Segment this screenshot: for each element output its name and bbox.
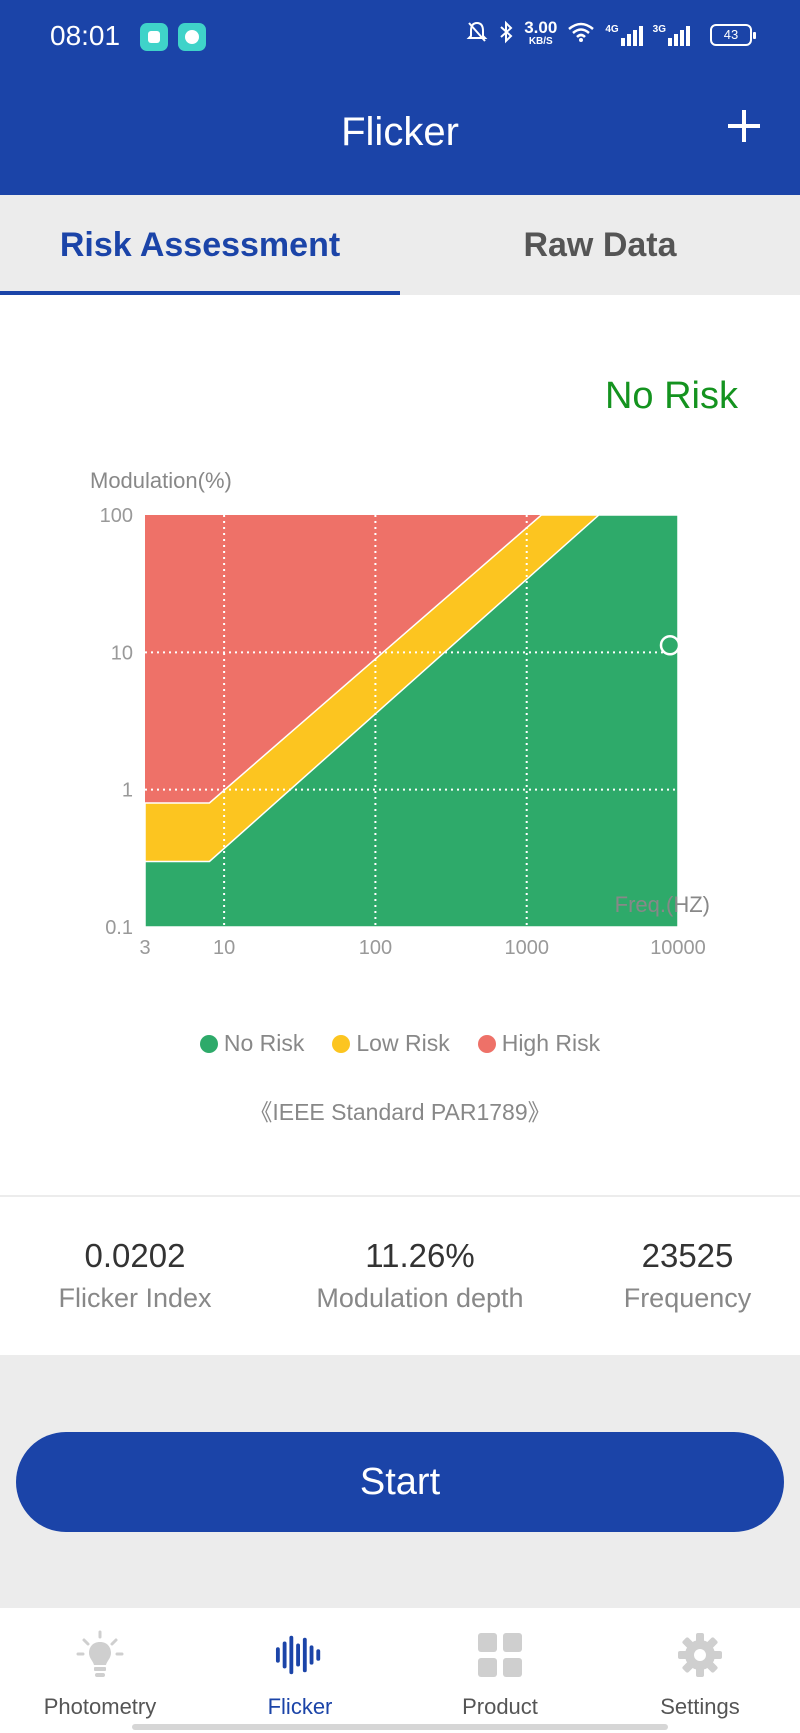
mute-bell-icon — [466, 20, 488, 50]
wifi-icon — [567, 21, 595, 49]
x-tick-label: 100 — [359, 937, 392, 959]
chart-legend: No Risk Low Risk High Risk — [0, 1030, 800, 1057]
legend-item: No Risk — [199, 1030, 305, 1057]
nav-label: Settings — [660, 1694, 740, 1719]
status-icons: 3.00 KB/S 4G 3G — [466, 18, 690, 50]
stat-label: Flicker Index — [58, 1283, 212, 1313]
signal-4g-icon: 4G — [605, 24, 643, 46]
stat-value: 23525 — [641, 1237, 734, 1274]
stats-panel: 0.0202 Flicker Index 11.26% Modulation d… — [0, 1197, 800, 1355]
network-speed: 3.00 KB/S — [524, 18, 558, 47]
active-tab-indicator — [0, 291, 400, 295]
bluetooth-icon — [498, 20, 514, 50]
x-tick-label: 10000 — [650, 937, 706, 959]
measured-point — [659, 635, 681, 656]
legend-label: No Risk — [223, 1030, 305, 1056]
gear-icon — [675, 1630, 725, 1680]
tab-raw-data[interactable]: Raw Data — [523, 225, 677, 264]
signal-3g-icon: 3G — [653, 24, 690, 46]
nav-item-flicker[interactable]: Flicker — [200, 1608, 400, 1733]
risk-status: No Risk — [604, 375, 738, 417]
y-axis-label: Modulation(%) — [90, 468, 232, 493]
legend-dot — [477, 1034, 496, 1053]
x-tick-label: 1000 — [504, 937, 549, 959]
standard-reference: 《IEEE Standard PAR1789》 — [249, 1099, 551, 1125]
risk-chart: 3 10 100 1000 10000 100 10 1 0.1 Modulation(%) Fr… — [90, 468, 710, 959]
nav-label: Photometry — [43, 1694, 157, 1719]
nav-label: Flicker — [267, 1694, 333, 1719]
nav-item-settings[interactable]: Settings — [600, 1608, 800, 1733]
x-tick-label: 3 — [139, 937, 150, 959]
stat-value: 0.0202 — [84, 1237, 186, 1274]
x-tick-label: 10 — [213, 937, 235, 959]
no-risk-region — [144, 514, 679, 928]
legend-label: High Risk — [501, 1030, 601, 1056]
y-tick-label: 100 — [100, 505, 133, 527]
legend-label: Low Risk — [356, 1030, 450, 1056]
tab-risk-assessment[interactable]: Risk Assessment — [59, 225, 341, 264]
page-title: Flicker — [341, 110, 459, 154]
risk-card: No Risk 3 10 100 1000 10000 100 10 1 0.1 Modulati… — [0, 295, 800, 1195]
tab-bar: Risk Assessment Raw Data — [0, 195, 800, 295]
legend-item: High Risk — [477, 1030, 601, 1057]
nav-label: Product — [462, 1694, 538, 1719]
home-indicator — [132, 1724, 668, 1730]
stat-modulation-depth: 11.26% Modulation depth — [280, 1197, 560, 1314]
stat-flicker-index: 0.0202 Flicker Index — [30, 1197, 240, 1314]
battery-icon: 43 — [710, 24, 756, 46]
waveform-icon — [275, 1630, 325, 1680]
start-button[interactable]: Start — [16, 1432, 784, 1532]
bulb-icon — [75, 1630, 125, 1680]
clock: 08:01 — [50, 20, 121, 51]
legend-dot — [332, 1034, 351, 1053]
legend-item: Low Risk — [332, 1030, 450, 1057]
grid-icon — [475, 1630, 525, 1680]
x-axis-label: Freq.(HZ) — [615, 892, 710, 917]
y-tick-label: 10 — [111, 642, 133, 664]
app-header: 08:01 3.00 KB/S 4G 3G — [0, 0, 800, 195]
y-tick-label: 1 — [122, 780, 133, 802]
y-tick-label: 0.1 — [105, 917, 133, 939]
chat-notification-icon — [178, 23, 206, 51]
nav-item-product[interactable]: Product — [400, 1608, 600, 1733]
status-bar: 08:01 3.00 KB/S 4G 3G — [0, 0, 800, 72]
stat-frequency: 23525 Frequency — [590, 1197, 785, 1314]
app-notification-icon — [140, 23, 168, 51]
stat-label: Modulation depth — [316, 1283, 524, 1313]
add-icon[interactable] — [726, 108, 762, 144]
stat-value: 11.26% — [365, 1237, 475, 1274]
nav-item-photometry[interactable]: Photometry — [0, 1608, 200, 1733]
bottom-nav: Photometry Flicker — [0, 1608, 800, 1733]
stat-label: Frequency — [623, 1283, 752, 1313]
legend-dot — [199, 1034, 218, 1053]
